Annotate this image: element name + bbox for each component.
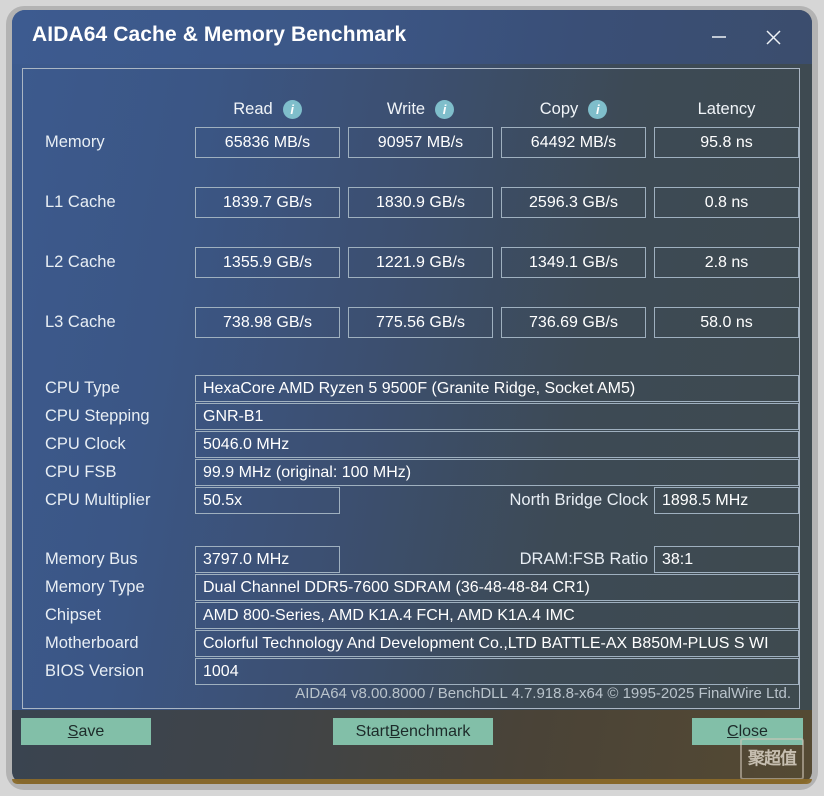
- version-text: AIDA64 v8.00.8000 / BenchDLL 4.7.918.8-x…: [295, 685, 791, 702]
- panel-inner: Read i Write i Copy i Latency Memory L1 …: [23, 69, 799, 708]
- cell-l3-write: 775.56 GB/s: [348, 307, 493, 338]
- label-chipset: Chipset: [45, 606, 101, 624]
- aida64-window: AIDA64 Cache & Memory Benchmark Read i W…: [12, 10, 812, 784]
- cell-l3-copy: 736.69 GB/s: [501, 307, 646, 338]
- cell-l2-read: 1355.9 GB/s: [195, 247, 340, 278]
- column-header-write-label: Write: [386, 99, 426, 118]
- column-header-latency-label: Latency: [697, 99, 756, 118]
- content-panel: Read i Write i Copy i Latency Memory L1 …: [22, 68, 800, 709]
- close-button-suffix: lose: [738, 722, 768, 740]
- column-header-read: Read i: [195, 97, 340, 121]
- value-bios-version: 1004: [195, 658, 799, 685]
- close-window-button[interactable]: [756, 21, 790, 53]
- value-memory-bus: 3797.0 MHz: [195, 546, 340, 573]
- value-motherboard: Colorful Technology And Development Co.,…: [195, 630, 799, 657]
- cell-l1-latency: 0.8 ns: [654, 187, 799, 218]
- read-info-icon[interactable]: i: [282, 99, 302, 119]
- close-icon: [765, 30, 781, 45]
- cell-l1-write: 1830.9 GB/s: [348, 187, 493, 218]
- cell-memory-copy: 64492 MB/s: [501, 127, 646, 158]
- start-button-suffix: enchmark: [400, 722, 471, 740]
- cell-memory-write: 90957 MB/s: [348, 127, 493, 158]
- value-cpu-stepping: GNR-B1: [195, 403, 799, 430]
- window-title: AIDA64 Cache & Memory Benchmark: [32, 23, 407, 46]
- value-north-bridge-clock: 1898.5 MHz: [654, 487, 799, 514]
- value-cpu-multiplier: 50.5x: [195, 487, 340, 514]
- cell-l2-latency: 2.8 ns: [654, 247, 799, 278]
- cell-l1-read: 1839.7 GB/s: [195, 187, 340, 218]
- column-header-read-label: Read: [233, 99, 273, 118]
- close-button-accel: C: [727, 722, 739, 740]
- cell-l3-read: 738.98 GB/s: [195, 307, 340, 338]
- column-header-write: Write i: [348, 97, 493, 121]
- bench-row-label-l1cache: L1 Cache: [45, 193, 116, 211]
- value-cpu-type: HexaCore AMD Ryzen 5 9500F (Granite Ridg…: [195, 375, 799, 402]
- value-memory-type: Dual Channel DDR5-7600 SDRAM (36-48-48-8…: [195, 574, 799, 601]
- minimize-button[interactable]: [702, 21, 736, 53]
- value-chipset: AMD 800-Series, AMD K1A.4 FCH, AMD K1A.4…: [195, 602, 799, 629]
- cell-l3-latency: 58.0 ns: [654, 307, 799, 338]
- label-motherboard: Motherboard: [45, 634, 139, 652]
- value-dram-fsb-ratio: 38:1: [654, 546, 799, 573]
- start-button-prefix: Start: [355, 722, 390, 740]
- copy-info-icon[interactable]: i: [588, 99, 608, 119]
- cell-memory-latency: 95.8 ns: [654, 127, 799, 158]
- label-north-bridge-clock: North Bridge Clock: [509, 491, 648, 509]
- save-button-accel: S: [67, 722, 79, 740]
- value-cpu-clock: 5046.0 MHz: [195, 431, 799, 458]
- start-button-accel: B: [389, 722, 401, 740]
- save-button-suffix: ave: [78, 722, 105, 740]
- bench-row-label-l2cache: L2 Cache: [45, 253, 116, 271]
- column-header-latency: Latency: [654, 97, 799, 121]
- write-info-icon[interactable]: i: [435, 99, 455, 119]
- cell-l2-copy: 1349.1 GB/s: [501, 247, 646, 278]
- label-memory-type: Memory Type: [45, 578, 145, 596]
- label-cpu-fsb: CPU FSB: [45, 463, 117, 481]
- bench-row-label-l3cache: L3 Cache: [45, 313, 116, 331]
- label-dram-fsb-ratio: DRAM:FSB Ratio: [519, 550, 648, 568]
- cell-l2-write: 1221.9 GB/s: [348, 247, 493, 278]
- value-cpu-fsb: 99.9 MHz (original: 100 MHz): [195, 459, 799, 486]
- column-header-copy: Copy i: [501, 97, 646, 121]
- label-cpu-stepping: CPU Stepping: [45, 407, 150, 425]
- cell-l1-copy: 2596.3 GB/s: [501, 187, 646, 218]
- minimize-icon: [712, 36, 726, 38]
- label-cpu-clock: CPU Clock: [45, 435, 126, 453]
- title-bar: AIDA64 Cache & Memory Benchmark: [12, 10, 812, 64]
- bench-row-label-memory: Memory: [45, 133, 105, 151]
- column-header-copy-label: Copy: [539, 99, 579, 118]
- watermark: 聚超值: [740, 738, 804, 780]
- label-memory-bus: Memory Bus: [45, 550, 138, 568]
- cell-memory-read: 65836 MB/s: [195, 127, 340, 158]
- window-frame-bottom-accent: [12, 779, 812, 784]
- label-cpu-multiplier: CPU Multiplier: [45, 491, 151, 509]
- label-bios-version: BIOS Version: [45, 662, 145, 680]
- label-cpu-type: CPU Type: [45, 379, 120, 397]
